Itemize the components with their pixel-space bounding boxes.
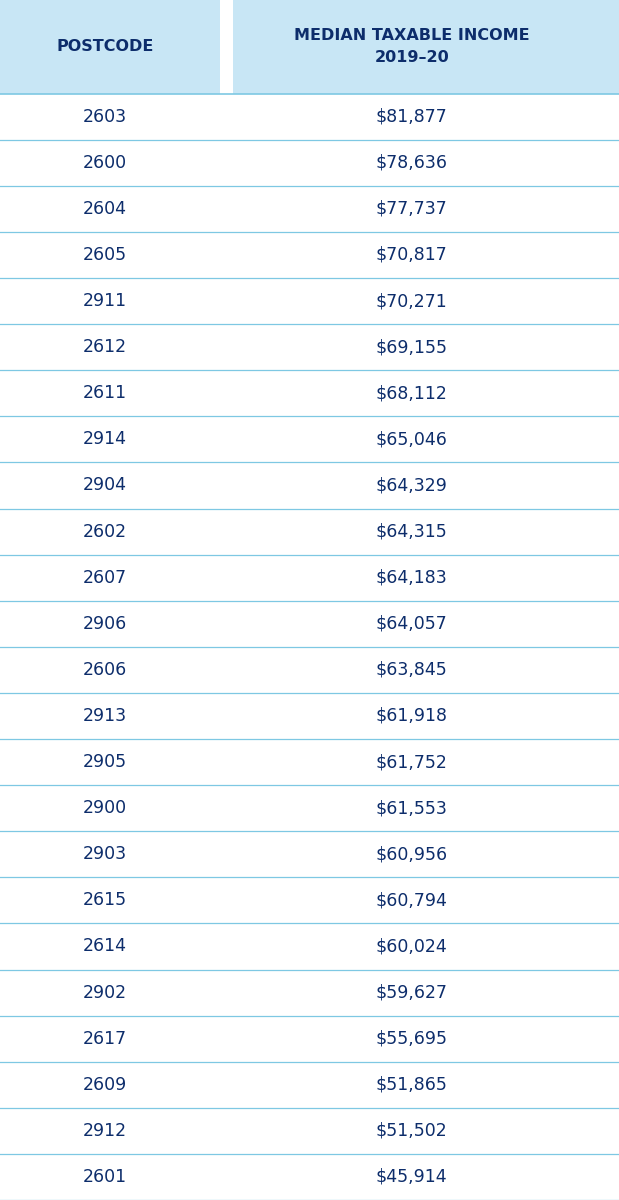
Text: MEDIAN TAXABLE INCOME
2019–20: MEDIAN TAXABLE INCOME 2019–20 [294,28,529,65]
Text: $65,046: $65,046 [376,431,448,449]
Text: $61,553: $61,553 [376,799,448,817]
Text: 2913: 2913 [83,707,128,725]
Text: $64,057: $64,057 [376,614,448,632]
Text: 2612: 2612 [83,338,128,356]
Text: 2900: 2900 [83,799,128,817]
Text: $60,956: $60,956 [376,845,448,863]
Text: 2906: 2906 [83,614,128,632]
Text: 2914: 2914 [83,431,128,449]
Text: $63,845: $63,845 [376,661,448,679]
Text: 2604: 2604 [83,200,128,218]
Text: $64,329: $64,329 [376,476,448,494]
Text: $64,315: $64,315 [376,522,448,540]
Text: 2912: 2912 [83,1122,128,1140]
Text: 2602: 2602 [83,522,128,540]
Text: $51,865: $51,865 [376,1075,448,1093]
Text: 2903: 2903 [83,845,128,863]
Text: $78,636: $78,636 [376,154,448,172]
Text: 2600: 2600 [83,154,128,172]
Text: $60,024: $60,024 [376,937,448,955]
Text: $69,155: $69,155 [376,338,448,356]
Text: $64,183: $64,183 [376,569,448,587]
Text: POSTCODE: POSTCODE [56,40,154,54]
Text: 2607: 2607 [83,569,128,587]
Text: 2606: 2606 [83,661,128,679]
Text: 2614: 2614 [83,937,128,955]
Text: $61,918: $61,918 [376,707,448,725]
Text: 2609: 2609 [83,1075,128,1093]
Bar [220,0,233,94]
Text: $70,271: $70,271 [376,292,448,310]
Text: $60,794: $60,794 [376,892,448,910]
Text: $59,627: $59,627 [376,984,448,1002]
Text: $70,817: $70,817 [376,246,448,264]
Text: $61,752: $61,752 [376,754,448,772]
Text: $45,914: $45,914 [376,1168,448,1186]
Text: 2911: 2911 [83,292,128,310]
Text: $55,695: $55,695 [376,1030,448,1048]
Text: 2615: 2615 [83,892,128,910]
Text: $77,737: $77,737 [376,200,448,218]
Text: $68,112: $68,112 [376,384,448,402]
Text: 2617: 2617 [83,1030,128,1048]
Text: 2611: 2611 [83,384,128,402]
Text: 2603: 2603 [83,108,128,126]
Text: 2601: 2601 [83,1168,128,1186]
Text: 2904: 2904 [83,476,128,494]
Text: $81,877: $81,877 [376,108,448,126]
Text: 2605: 2605 [83,246,128,264]
Bar [0,0,619,94]
Text: $51,502: $51,502 [376,1122,448,1140]
Text: 2905: 2905 [83,754,128,772]
Text: 2902: 2902 [83,984,128,1002]
